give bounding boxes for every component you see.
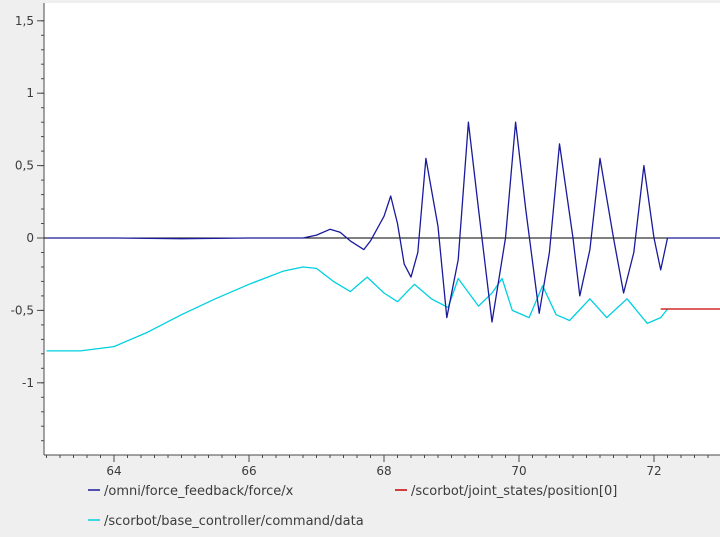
y-tick-label: 0 bbox=[26, 231, 34, 245]
legend-label: /scorbot/joint_states/position[0] bbox=[411, 484, 617, 499]
x-tick-label: 70 bbox=[511, 464, 526, 478]
y-tick-label: 1,5 bbox=[15, 14, 34, 28]
y-tick-label: 1 bbox=[26, 86, 34, 100]
series-group bbox=[46, 121, 720, 352]
x-axis: 64 66 68 70 72 bbox=[46, 455, 709, 478]
y-tick-label: -0,5 bbox=[11, 303, 34, 317]
y-tick-label: -1 bbox=[22, 376, 34, 390]
x-tick-label: 64 bbox=[106, 464, 121, 478]
x-tick-label: 68 bbox=[376, 464, 391, 478]
legend: /omni/force_feedback/force/x/scorbot/joi… bbox=[88, 484, 617, 529]
legend-label: /omni/force_feedback/force/x bbox=[104, 484, 294, 499]
series-line-2 bbox=[46, 266, 669, 352]
series-line-0 bbox=[46, 121, 720, 323]
legend-label: /scorbot/base_controller/command/data bbox=[104, 514, 364, 529]
y-axis: 1,5 1 0,5 0 -0,5 -1 bbox=[11, 14, 44, 442]
y-tick-label: 0,5 bbox=[15, 159, 34, 173]
x-tick-label: 72 bbox=[646, 464, 661, 478]
plot-area bbox=[44, 3, 720, 455]
x-tick-label: 66 bbox=[241, 464, 256, 478]
